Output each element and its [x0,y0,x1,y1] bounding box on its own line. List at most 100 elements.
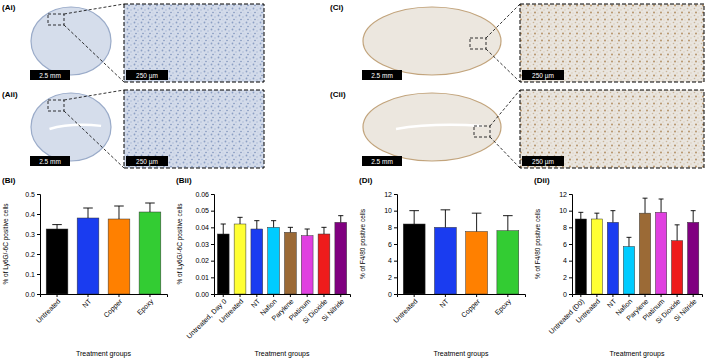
x-tick-mark [693,294,694,297]
y-tick: 0.1 [25,271,40,278]
image-panel: 2.5 mm250 µm(Ai) [2,3,264,82]
y-tick-mark [569,277,572,278]
scale-bar-label: 2.5 mm [39,72,61,79]
y-tick-mark [37,194,40,195]
bar [318,234,330,294]
zoom-box [48,100,64,111]
chart-panel: 024681012UntreatedNTCopperEpoxy% of F4/8… [359,176,526,358]
x-tick-label: Untreated [35,297,62,324]
y-tick: 0.03 [195,241,214,248]
y-tick-mark [211,227,214,228]
thumbnail-frame [28,90,114,168]
error-bar [145,203,155,212]
y-tick-label: 2 [388,274,392,281]
y-tick-mark [569,194,572,195]
x-tick: Epoxy [494,294,514,317]
y-tick-mark [211,211,214,212]
x-tick: Si Nitride [673,294,698,323]
error-bar [610,211,615,223]
x-tick-mark [118,294,119,297]
y-tick: 0.00 [195,291,214,298]
zoom-connector [486,4,520,38]
scale-bar [30,70,70,80]
y-tick: 0.02 [195,257,214,264]
x-axis-title: Treatment groups [610,350,665,358]
y-tick-label: 8 [388,224,392,231]
zoom-connector [64,90,124,100]
y-axis-line [394,195,398,295]
x-tick: NT [250,294,262,309]
y-tick: 6 [563,241,572,248]
x-axis-line [398,295,526,298]
x-tick-mark [476,294,477,297]
zoom-box [474,126,490,137]
chart-panel: 0.00.10.20.30.40.5UntreatedNTCopperEpoxy… [2,176,168,358]
y-tick-mark [394,211,397,212]
bar [466,232,488,295]
zoom-connector [490,137,520,168]
x-tick: Untreated [575,294,602,324]
x-tick: Untreated [35,294,62,324]
y-tick-mark [394,244,397,245]
y-tick-label: 0.05 [195,207,209,214]
x-tick-mark [661,294,662,297]
x-axis: UntreatedNTCopperEpoxy [35,294,168,324]
x-axis-line [215,295,351,298]
y-tick-label: 10 [559,207,567,214]
bar [301,236,313,294]
y-tick: 0.2 [25,251,40,258]
y-tick: 0.4 [25,211,40,218]
y-tick-mark [569,294,572,295]
y-tick-label: 4 [388,257,392,264]
y-tick-mark [569,227,572,228]
y-tick-label: 6 [388,241,392,248]
tissue-slit [396,125,482,129]
error-bar [237,217,242,224]
x-tick-mark [57,294,58,297]
y-tick: 10 [559,207,572,214]
bar [234,224,246,294]
y-tick-label: 0.04 [195,224,209,231]
tissue-section [31,93,111,161]
bar [672,241,683,294]
scale-bar [30,156,70,166]
y-axis: 0.00.10.20.30.40.5 [25,191,40,298]
tissue-section [363,93,501,161]
x-tick-label: Epoxy [494,297,514,317]
plot-area [575,198,699,294]
x-tick-label: NT [438,297,450,309]
y-axis-line [569,195,573,295]
zoom-connector [486,49,520,82]
y-tick-label: 12 [559,191,567,198]
x-axis-line [41,295,168,298]
y-axis: 0.000.010.020.030.040.050.06 [195,191,214,298]
error-bar [114,206,124,219]
y-tick-label: 0.0 [25,291,35,298]
bar [688,222,699,294]
panel-label: (Aii) [2,90,18,99]
plot-area [403,210,519,294]
x-tick: Untreated [392,294,419,324]
inset-scale-bar [522,156,564,166]
x-tick: NT [81,294,93,309]
y-axis-title: % of Ly6G/-6C positive cells [2,203,10,285]
y-tick: 4 [388,257,397,264]
x-tick-label: Untreated [392,297,419,324]
x-tick-mark [645,294,646,297]
y-tick-mark [37,234,40,235]
zoom-box [48,14,64,25]
thumbnail-frame [360,4,504,82]
inset-scale-bar-label: 250 µm [136,158,158,166]
error-bar [659,199,664,212]
figure-svg: 2.5 mm250 µm(Ai)2.5 mm250 µm(Aii)2.5 mm2… [0,0,709,362]
error-bar [83,208,93,218]
zoom-connector [64,25,124,82]
tissue-slit [50,125,102,129]
bar [217,234,229,294]
bar [108,219,130,294]
x-tick-mark [240,294,241,297]
bar [655,212,666,294]
error-bar [305,229,310,236]
inset-image [520,4,704,82]
inset-scale-bar-label: 250 µm [532,158,554,166]
